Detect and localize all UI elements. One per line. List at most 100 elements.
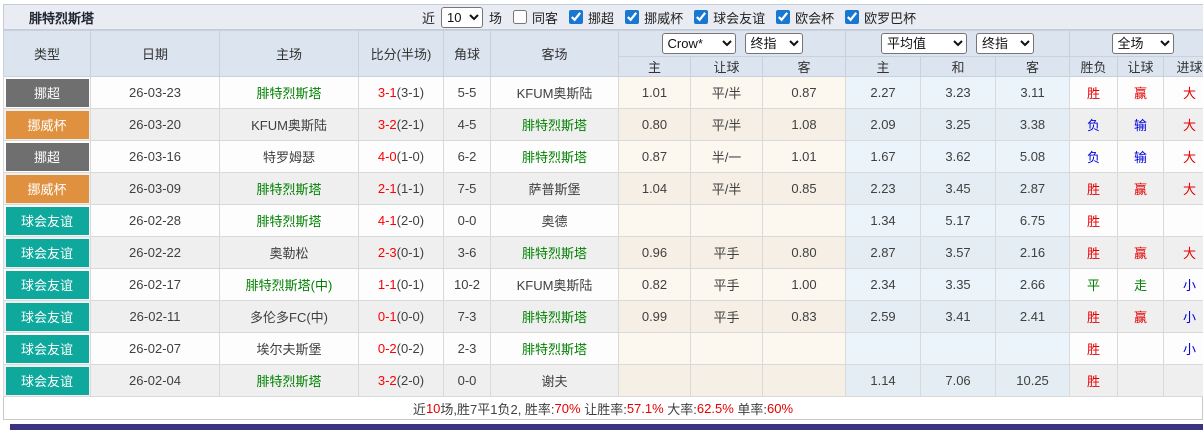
table-row: 挪超 26-03-23 腓特烈斯塔 3-1(3-1) 5-5 KFUM奥斯陆 1… [4, 77, 1203, 109]
match-date: 26-03-20 [91, 109, 220, 141]
score[interactable]: 3-2(2-1) [359, 109, 444, 141]
match-count-select[interactable]: 10 [441, 7, 483, 28]
odds-away [763, 205, 846, 237]
away-team[interactable]: KFUM奥斯陆 [491, 77, 619, 109]
match-date: 26-03-16 [91, 141, 220, 173]
table-row: 球会友谊 26-02-04 腓特烈斯塔 3-2(2-0) 0-0 谢夫 1.14… [4, 365, 1203, 397]
summary-count: 10 [426, 401, 440, 416]
corner: 0-0 [444, 365, 491, 397]
same-away-label: 同客 [532, 8, 558, 27]
away-team[interactable]: KFUM奥斯陆 [491, 269, 619, 301]
avg-draw: 3.45 [921, 173, 996, 205]
avg-home: 2.23 [846, 173, 921, 205]
odds-handicap: 平手 [691, 301, 763, 333]
league-label-club-friendly: 球会友谊 [713, 8, 765, 27]
odds-handicap: 平手 [691, 237, 763, 269]
odds-away: 1.01 [763, 141, 846, 173]
col-header-away: 客场 [491, 31, 619, 77]
avg-home: 2.59 [846, 301, 921, 333]
odds-away: 1.08 [763, 109, 846, 141]
home-team[interactable]: 多伦多FC(中) [220, 301, 359, 333]
avg-draw: 7.06 [921, 365, 996, 397]
score[interactable]: 3-1(3-1) [359, 77, 444, 109]
match-date: 26-03-09 [91, 173, 220, 205]
odds-stage-select[interactable]: 终指 [745, 33, 803, 54]
league-checkbox-europa[interactable] [845, 10, 859, 24]
header-select-row: 类型 日期 主场 比分(半场) 角球 客场 Crow* 终指 平均值 终指 [4, 31, 1203, 57]
average-stage-select[interactable]: 终指 [976, 33, 1034, 54]
odds-away: 0.87 [763, 77, 846, 109]
avg-away: 3.38 [996, 109, 1070, 141]
home-team[interactable]: 特罗姆瑟 [220, 141, 359, 173]
score[interactable]: 2-1(1-1) [359, 173, 444, 205]
score[interactable]: 0-2(0-2) [359, 333, 444, 365]
league-type-badge: 挪超 [6, 143, 89, 171]
score[interactable]: 3-2(2-0) [359, 365, 444, 397]
home-team[interactable]: 腓特烈斯塔(中) [220, 269, 359, 301]
home-team[interactable]: 腓特烈斯塔 [220, 173, 359, 205]
score[interactable]: 0-1(0-0) [359, 301, 444, 333]
table-row: 球会友谊 26-02-17 腓特烈斯塔(中) 1-1(0-1) 10-2 KFU… [4, 269, 1203, 301]
home-team[interactable]: 腓特烈斯塔 [220, 205, 359, 237]
away-team[interactable]: 谢夫 [491, 365, 619, 397]
league-checkbox-club-friendly[interactable] [694, 10, 708, 24]
score[interactable]: 1-1(0-1) [359, 269, 444, 301]
result-winlose: 胜 [1070, 173, 1118, 205]
match-date: 26-02-07 [91, 333, 220, 365]
odds-company-select[interactable]: Crow* [662, 33, 736, 54]
result-handicap [1118, 333, 1164, 365]
home-team[interactable]: 埃尔夫斯堡 [220, 333, 359, 365]
result-handicap: 输 [1118, 109, 1164, 141]
avg-away: 5.08 [996, 141, 1070, 173]
scope-select[interactable]: 全场 [1112, 33, 1174, 54]
away-team[interactable]: 腓特烈斯塔 [491, 301, 619, 333]
odds-home: 1.01 [619, 77, 691, 109]
odds-away: 1.00 [763, 269, 846, 301]
single-rate-value: 60% [767, 401, 793, 416]
corner: 4-5 [444, 109, 491, 141]
away-team[interactable]: 腓特烈斯塔 [491, 333, 619, 365]
league-label-norway-cup: 挪威杯 [644, 8, 683, 27]
away-team[interactable]: 奥德 [491, 205, 619, 237]
league-checkbox-norway-cup[interactable] [625, 10, 639, 24]
avg-away: 2.41 [996, 301, 1070, 333]
league-type-badge: 球会友谊 [6, 367, 89, 395]
avg-home [846, 333, 921, 365]
result-goals: 大 [1164, 237, 1203, 269]
odds-away: 0.85 [763, 173, 846, 205]
score[interactable]: 2-3(0-1) [359, 237, 444, 269]
match-date: 26-02-28 [91, 205, 220, 237]
away-team[interactable]: 腓特烈斯塔 [491, 237, 619, 269]
home-team[interactable]: 奥勒松 [220, 237, 359, 269]
same-away-checkbox[interactable] [513, 10, 527, 24]
odds-handicap: 平/半 [691, 109, 763, 141]
result-goals: 大 [1164, 109, 1203, 141]
away-team[interactable]: 萨普斯堡 [491, 173, 619, 205]
table-row: 球会友谊 26-02-28 腓特烈斯塔 4-1(2-0) 0-0 奥德 1.34… [4, 205, 1203, 237]
result-winlose: 负 [1070, 141, 1118, 173]
league-type-badge: 球会友谊 [6, 335, 89, 363]
filter-controls: 近 10 场 同客 挪超 挪威杯 球会友谊 欧会杯 欧罗巴杯 [422, 5, 916, 29]
league-checkbox-norway-super[interactable] [569, 10, 583, 24]
col-header-date: 日期 [91, 31, 220, 77]
away-team[interactable]: 腓特烈斯塔 [491, 141, 619, 173]
league-checkbox-conference[interactable] [776, 10, 790, 24]
corner: 0-0 [444, 205, 491, 237]
home-team[interactable]: KFUM奥斯陆 [220, 109, 359, 141]
col-header-home: 主场 [220, 31, 359, 77]
home-team[interactable]: 腓特烈斯塔 [220, 365, 359, 397]
average-source-select[interactable]: 平均值 [881, 33, 967, 54]
odds-handicap [691, 333, 763, 365]
corner: 2-3 [444, 333, 491, 365]
score[interactable]: 4-0(1-0) [359, 141, 444, 173]
home-team[interactable]: 腓特烈斯塔 [220, 77, 359, 109]
result-winlose: 负 [1070, 109, 1118, 141]
table-row: 挪超 26-03-16 特罗姆瑟 4-0(1-0) 6-2 腓特烈斯塔 0.87… [4, 141, 1203, 173]
avg-home: 1.14 [846, 365, 921, 397]
away-team[interactable]: 腓特烈斯塔 [491, 109, 619, 141]
score[interactable]: 4-1(2-0) [359, 205, 444, 237]
corner: 7-5 [444, 173, 491, 205]
result-goals: 小 [1164, 333, 1203, 365]
avg-away: 6.75 [996, 205, 1070, 237]
odds-away [763, 365, 846, 397]
